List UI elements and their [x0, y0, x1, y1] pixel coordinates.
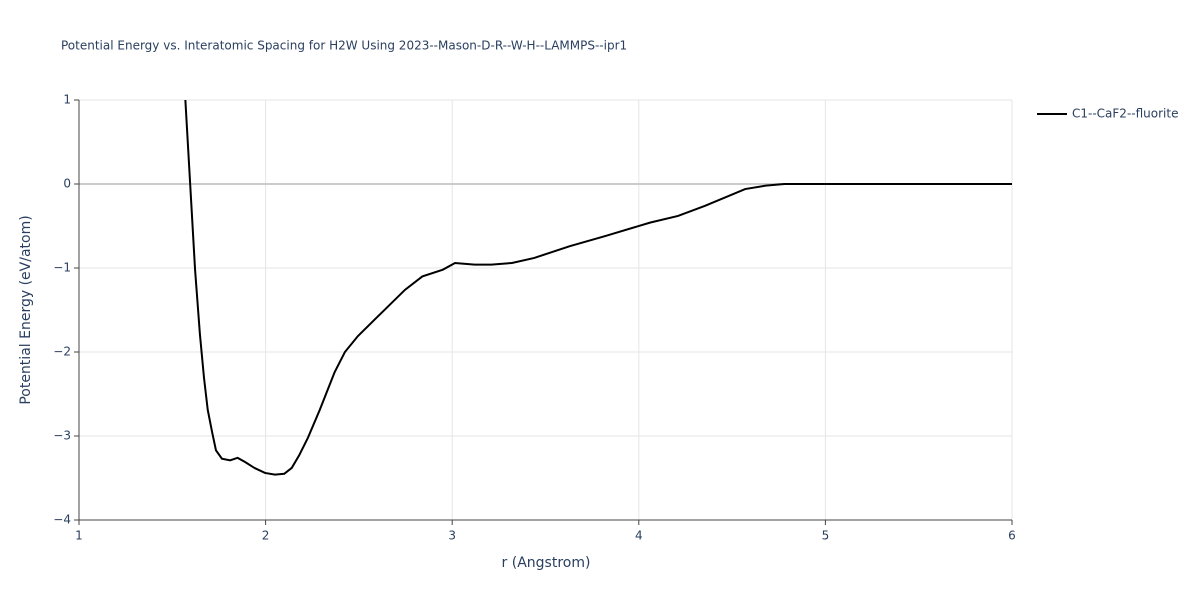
x-axis-title: r (Angstrom): [502, 555, 591, 571]
y-axis-title: Potential Energy (eV/atom): [18, 215, 34, 404]
y-tick-label: −1: [53, 261, 71, 275]
y-tick-label: 1: [63, 93, 71, 107]
y-tick-label: −4: [53, 513, 71, 527]
grid: [74, 99, 1013, 525]
y-tick-label: 0: [63, 177, 71, 191]
x-tick-label: 4: [635, 529, 643, 543]
x-tick-label: 2: [262, 529, 270, 543]
line-series: [184, 100, 1012, 476]
x-tick-label: 6: [1008, 529, 1016, 543]
x-tick-label: 1: [75, 529, 83, 543]
y-tick-label: −3: [53, 429, 71, 443]
legend: C1--CaF2--fluorite: [1037, 107, 1178, 121]
legend-label: C1--CaF2--fluorite: [1072, 107, 1178, 121]
chart-title: Potential Energy vs. Interatomic Spacing…: [61, 39, 627, 53]
x-tick-label: 5: [822, 529, 830, 543]
y-tick-label: −2: [53, 345, 71, 359]
x-tick-label: 3: [448, 529, 456, 543]
plot-area: [184, 100, 1012, 476]
